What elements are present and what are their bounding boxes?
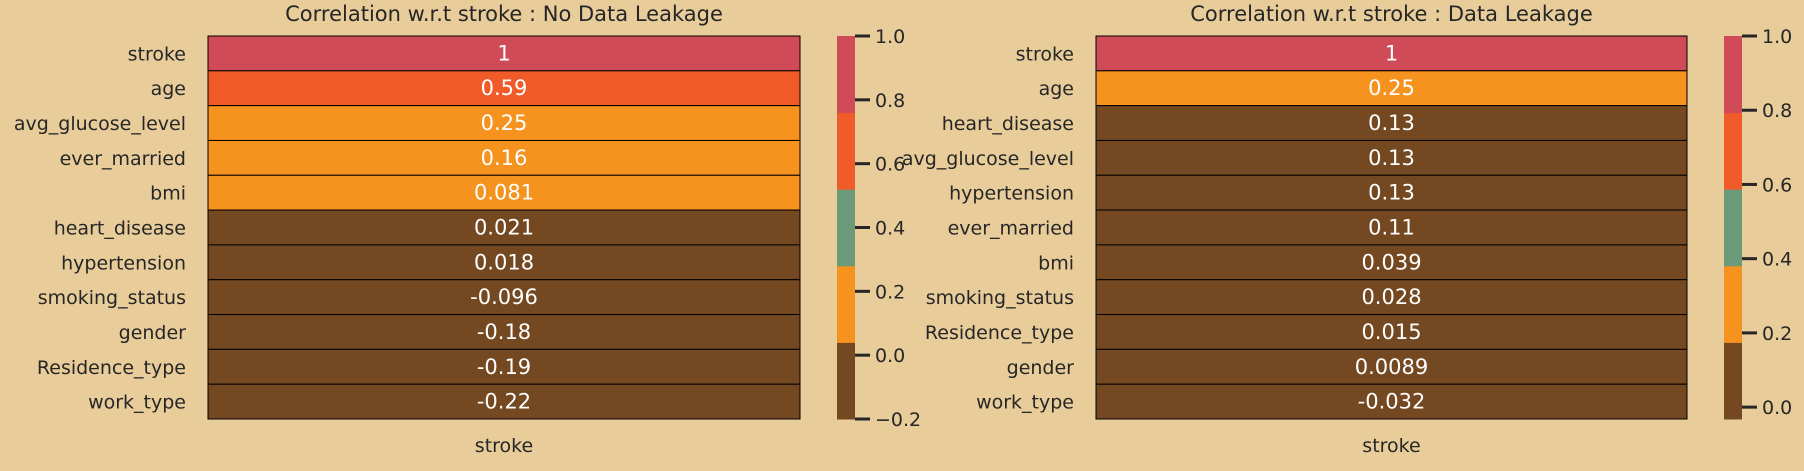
row-label: heart_disease (54, 218, 186, 240)
x-axis-label: stroke (1362, 435, 1420, 457)
colorbar-segment (837, 265, 855, 343)
row-label: hypertension (949, 183, 1074, 205)
cell-value-label: -0.096 (470, 285, 538, 309)
row-label: stroke (128, 43, 186, 65)
chart-title: Correlation w.r.t stroke : Data Leakage (1190, 2, 1593, 26)
cell-value-label: 0.25 (481, 111, 528, 135)
colorbar: 0.0 0.2 0.4 0.6 0.8 1.0 (1724, 26, 1792, 420)
heatmap-cell (1095, 35, 1688, 72)
heatmap-cell (207, 35, 801, 72)
row-label: age (1039, 78, 1074, 100)
colorbar-tick-label: −0.2 (875, 409, 921, 431)
colorbar: −0.2 0.0 0.2 0.4 0.6 0.8 1.0 (837, 26, 921, 431)
colorbar-tick-label: 0.2 (875, 281, 905, 303)
colorbar-segment (837, 112, 855, 190)
heatmap-cell (207, 383, 801, 420)
cell-value-label: 0.018 (474, 250, 534, 274)
cell-value-label: 0.25 (1368, 76, 1415, 100)
row-label: gender (119, 322, 187, 344)
colorbar-segment (1724, 112, 1742, 190)
row-label: work_type (88, 392, 186, 414)
cell-value-label: 0.081 (474, 181, 534, 205)
cell-value-label: 0.039 (1361, 250, 1421, 274)
cell-value-label: 0.13 (1368, 111, 1415, 135)
colorbar-tick-label: 1.0 (1762, 26, 1792, 48)
heatmap-cell (1095, 139, 1688, 176)
cell-value-label: 0.11 (1368, 216, 1415, 240)
colorbar-tick-label: 0.0 (875, 345, 905, 367)
colorbar-segment (1724, 342, 1742, 420)
cell-value-label: -0.22 (477, 390, 531, 414)
heatmap-cell (207, 279, 801, 316)
colorbar-segment (837, 189, 855, 267)
heatmap-cell (207, 70, 801, 107)
cell-value-label: -0.18 (477, 320, 531, 344)
cell-value-label: 0.0089 (1355, 355, 1428, 379)
x-axis-label: stroke (475, 435, 533, 457)
heatmap-panel-2: Correlation w.r.t stroke : Data Leakage 1… (902, 2, 1792, 457)
row-label: Residence_type (37, 357, 186, 379)
colorbar-tick-label: 0.6 (1762, 174, 1792, 196)
colorbar-segment (1724, 189, 1742, 267)
heatmap-cell (207, 105, 801, 141)
colorbar-tick-label: 0.0 (1762, 397, 1792, 419)
heatmap-cell (1095, 105, 1688, 141)
colorbar-tick-label: 0.2 (1762, 323, 1792, 345)
row-label: avg_glucose_level (902, 148, 1074, 170)
colorbar-tick-label: 1.0 (875, 26, 905, 48)
cell-value-label: 0.13 (1368, 181, 1415, 205)
row-label: smoking_status (926, 287, 1074, 309)
row-label: Residence_type (925, 322, 1074, 344)
cell-value-label: 0.021 (474, 216, 534, 240)
row-label: age (151, 78, 186, 100)
cell-value-label: 0.13 (1368, 146, 1415, 170)
colorbar-segment (837, 342, 855, 420)
colorbar-tick-label: 0.8 (1762, 100, 1792, 122)
heatmap-cell (207, 139, 801, 176)
row-label: hypertension (61, 252, 186, 274)
cell-value-label: -0.19 (477, 355, 531, 379)
row-label: ever_married (60, 148, 186, 170)
cell-value-label: 0.015 (1361, 320, 1421, 344)
colorbar-segment (1724, 36, 1742, 114)
heatmap-cell (1095, 174, 1688, 211)
row-label: smoking_status (38, 287, 186, 309)
heatmap-cell (207, 348, 801, 385)
cell-value-label: 1 (497, 41, 510, 65)
heatmap-cell (1095, 70, 1688, 107)
cell-value-label: 0.16 (481, 146, 528, 170)
cell-value-label: 1 (1385, 41, 1398, 65)
chart-title: Correlation w.r.t stroke : No Data Leaka… (285, 2, 723, 26)
cell-value-label: 0.59 (481, 76, 528, 100)
colorbar-segment (1724, 265, 1742, 343)
colorbar-segment (837, 36, 855, 114)
colorbar-tick-label: 0.4 (875, 218, 905, 240)
row-label: bmi (150, 183, 186, 205)
heatmap-cell (1095, 244, 1688, 281)
row-label: work_type (976, 392, 1074, 414)
heatmap-cell (207, 209, 801, 246)
heatmap-cell (1095, 314, 1688, 350)
heatmap-cell (1095, 348, 1688, 385)
row-label: stroke (1016, 43, 1074, 65)
colorbar-tick-label: 0.6 (875, 154, 905, 176)
heatmap-cell (1095, 279, 1688, 316)
cell-value-label: -0.032 (1358, 390, 1426, 414)
row-label: bmi (1038, 252, 1074, 274)
heatmap-cell (1095, 209, 1688, 246)
row-label: heart_disease (942, 113, 1074, 135)
row-label: avg_glucose_level (14, 113, 186, 135)
row-label: gender (1007, 357, 1075, 379)
heatmap-panel-1: Correlation w.r.t stroke : No Data Leaka… (14, 2, 921, 457)
row-label: ever_married (948, 218, 1074, 240)
heatmap-cell (1095, 383, 1688, 420)
cell-value-label: 0.028 (1361, 285, 1421, 309)
colorbar-tick-label: 0.8 (875, 90, 905, 112)
colorbar-tick-label: 0.4 (1762, 249, 1792, 271)
